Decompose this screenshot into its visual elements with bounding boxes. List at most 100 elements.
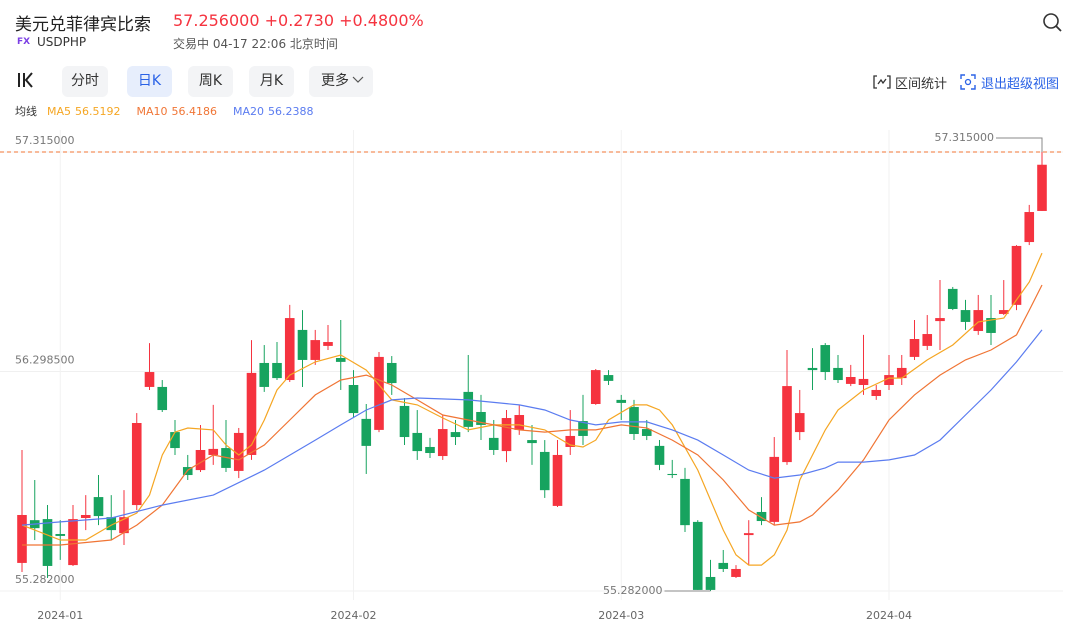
tab-more-label: 更多	[321, 73, 349, 89]
x-tick-label: 2024-02	[331, 609, 377, 622]
candle-body	[119, 517, 129, 534]
candle-body	[335, 358, 346, 362]
candle-body	[820, 345, 831, 373]
title: 美元兑菲律宾比索	[15, 15, 151, 35]
legend-value: 56.5192	[75, 105, 121, 118]
candle-body	[794, 413, 805, 433]
candle-body	[386, 362, 397, 384]
candle-body	[450, 432, 461, 438]
candle-body	[272, 362, 282, 379]
candle-body	[603, 375, 614, 381]
candle-body	[195, 449, 206, 471]
kline-icon[interactable]	[17, 72, 37, 90]
candle-body	[93, 497, 104, 517]
candle-body	[998, 310, 1009, 314]
candle-body	[42, 519, 53, 566]
tab[interactable]: 月K	[249, 66, 294, 97]
candle-body	[705, 576, 716, 590]
candle-body	[845, 377, 856, 384]
tab-more[interactable]: 更多	[309, 66, 373, 97]
ma-line	[21, 252, 1043, 566]
x-tick-label: 2024-01	[37, 609, 83, 622]
candle-body	[731, 568, 741, 577]
candle-body	[246, 372, 257, 455]
range-stats[interactable]: 区间统计	[895, 77, 948, 92]
candle-body	[361, 418, 372, 446]
exit-super-view[interactable]: 退出超级视图	[981, 77, 1060, 92]
status: 交易中 04-17 22:06 北京时间	[173, 37, 338, 51]
candle-body	[157, 386, 168, 411]
ma-line	[21, 329, 1043, 526]
candle-body	[1024, 212, 1035, 243]
candle-body	[208, 448, 219, 455]
candle-body	[488, 437, 499, 450]
candle-body	[807, 367, 818, 371]
badge: FX	[17, 37, 31, 47]
candle-body	[514, 415, 525, 430]
candle-body	[590, 370, 601, 404]
symbol: USDPHP	[37, 35, 87, 49]
candle-body	[1011, 245, 1022, 305]
candle-body	[756, 511, 767, 522]
candle-body	[144, 372, 155, 387]
tab[interactable]: 周K	[188, 66, 233, 97]
candle-body	[17, 514, 27, 563]
candle-body	[692, 521, 703, 590]
max-pointer	[996, 137, 1043, 152]
search-icon[interactable]	[1042, 12, 1064, 34]
candle-body	[437, 429, 448, 457]
candle-body	[884, 375, 894, 385]
candle-body	[680, 478, 690, 526]
x-tick-label: 2024-03	[598, 609, 644, 622]
max-label: 57.315000	[935, 131, 995, 144]
candle-body	[743, 533, 754, 536]
candle-body	[131, 423, 142, 506]
price: 57.256000	[173, 11, 260, 30]
legend-value: 56.2388	[268, 105, 314, 118]
candle-body	[960, 310, 971, 322]
candle-body	[170, 432, 180, 449]
candle-body	[935, 318, 945, 322]
range-icon	[873, 75, 891, 89]
y-tick-label: 57.315000	[15, 134, 75, 147]
x-tick-label: 2024-04	[866, 609, 912, 622]
candle-body	[323, 342, 333, 346]
legend-name: MA20	[233, 105, 264, 118]
candle-body	[539, 451, 550, 491]
candle-body	[922, 334, 933, 346]
candle-body	[501, 418, 512, 452]
legend-value: 56.4186	[172, 105, 218, 118]
candle-body	[80, 514, 91, 519]
candle-body	[654, 445, 665, 465]
candle-body	[476, 411, 486, 425]
candle-body	[909, 339, 920, 357]
candle-body	[782, 386, 792, 463]
candle-body	[986, 318, 996, 333]
tab[interactable]: 分时	[62, 66, 108, 97]
candle-body	[284, 318, 295, 381]
candle-body	[552, 454, 563, 506]
candle-body	[616, 399, 627, 403]
exit-icon	[960, 74, 976, 90]
chevron	[352, 76, 364, 83]
candle-body	[947, 288, 958, 309]
candle-body	[233, 432, 244, 471]
ma-line	[22, 284, 1043, 546]
ma-label: 均线	[15, 104, 37, 118]
candle-body	[667, 473, 678, 476]
candle-body	[310, 340, 321, 360]
candle-body	[718, 562, 729, 569]
change-pct: +0.4800%	[339, 11, 424, 30]
y-tick-label: 55.282000	[15, 573, 75, 586]
candle-body	[412, 432, 423, 452]
candle-body	[348, 384, 359, 414]
tab-active[interactable]: 日K	[127, 66, 172, 97]
candle-body	[896, 367, 907, 379]
candle-body	[871, 389, 882, 397]
candle-body	[1037, 164, 1047, 211]
candle-body	[399, 405, 410, 438]
candle-body	[259, 362, 270, 387]
candle-body	[297, 329, 308, 360]
candle-body	[374, 356, 384, 430]
